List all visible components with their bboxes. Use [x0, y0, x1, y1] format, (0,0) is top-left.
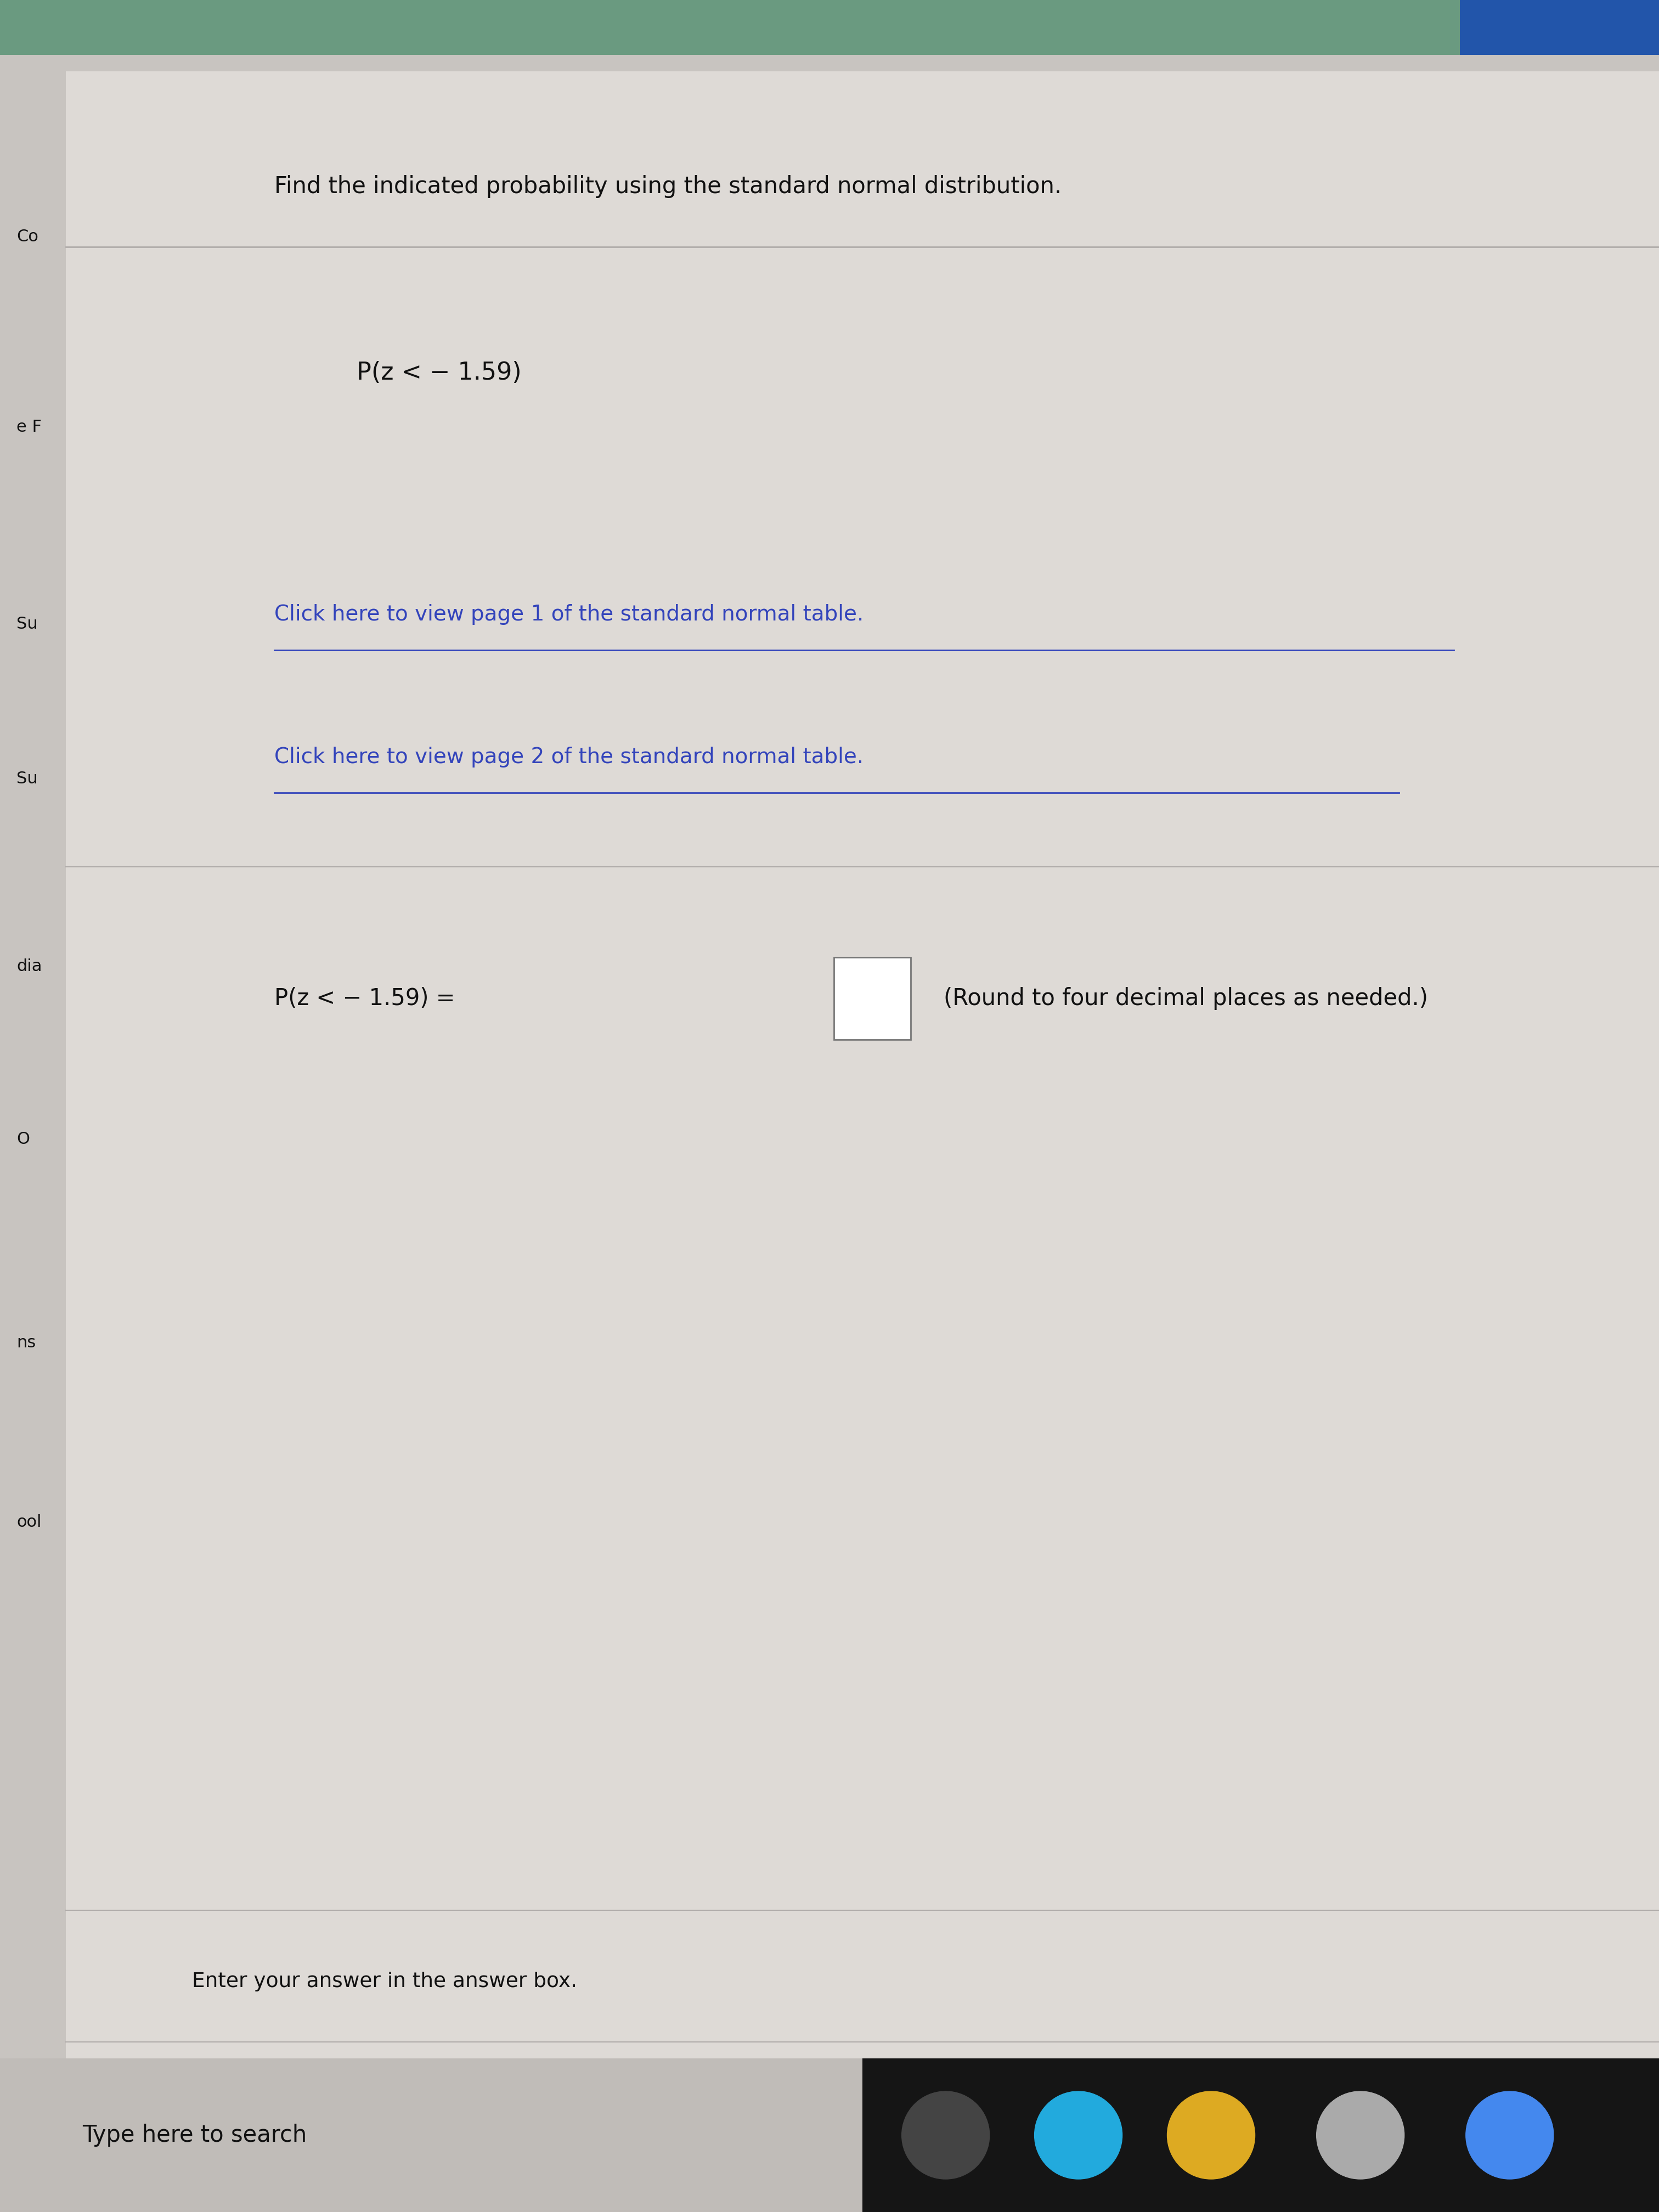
Bar: [863, 2059, 1659, 2212]
Text: P(z < − 1.59): P(z < − 1.59): [357, 361, 521, 385]
Text: Co: Co: [17, 228, 38, 246]
Text: P(z < − 1.59) =: P(z < − 1.59) =: [274, 987, 455, 1011]
Text: ool: ool: [17, 1513, 41, 1531]
Text: ns: ns: [17, 1334, 36, 1352]
Circle shape: [1035, 2090, 1121, 2179]
Bar: [0, 0, 1460, 55]
Text: O: O: [17, 1130, 30, 1148]
Text: Click here to view page 2 of the standard normal table.: Click here to view page 2 of the standar…: [274, 748, 864, 768]
Bar: [834, 958, 911, 1040]
Text: dia: dia: [17, 958, 41, 975]
Text: Su: Su: [17, 770, 38, 787]
Circle shape: [1467, 2090, 1553, 2179]
Text: Click here to view page 1 of the standard normal table.: Click here to view page 1 of the standar…: [274, 604, 864, 624]
Bar: [0, 2059, 1659, 2212]
Text: e F: e F: [17, 418, 41, 436]
Bar: [1460, 0, 1659, 55]
Text: Enter your answer in the answer box.: Enter your answer in the answer box.: [192, 1971, 577, 1991]
Circle shape: [1168, 2090, 1254, 2179]
Circle shape: [902, 2090, 989, 2179]
Text: Su: Su: [17, 615, 38, 633]
Text: Find the indicated probability using the standard normal distribution.: Find the indicated probability using the…: [274, 175, 1062, 199]
Text: Type here to search: Type here to search: [83, 2124, 307, 2146]
Circle shape: [1317, 2090, 1404, 2179]
Text: (Round to four decimal places as needed.): (Round to four decimal places as needed.…: [944, 987, 1428, 1011]
